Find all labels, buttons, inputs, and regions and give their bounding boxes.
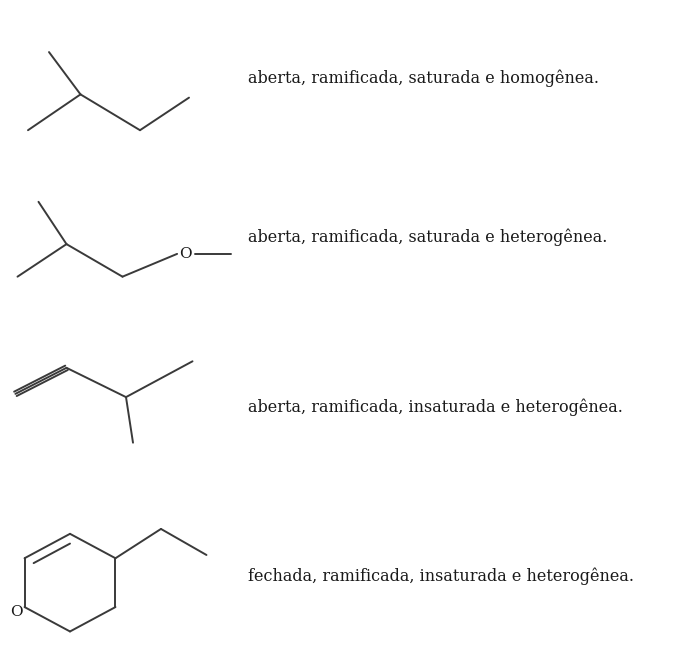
- Text: aberta, ramificada, saturada e heterogênea.: aberta, ramificada, saturada e heterogên…: [248, 229, 608, 246]
- Text: fechada, ramificada, insaturada e heterogênea.: fechada, ramificada, insaturada e hetero…: [248, 568, 634, 585]
- Text: O: O: [10, 605, 22, 619]
- Text: aberta, ramificada, saturada e homogênea.: aberta, ramificada, saturada e homogênea…: [248, 70, 599, 87]
- Text: O: O: [179, 247, 192, 261]
- Text: aberta, ramificada, insaturada e heterogênea.: aberta, ramificada, insaturada e heterog…: [248, 398, 624, 415]
